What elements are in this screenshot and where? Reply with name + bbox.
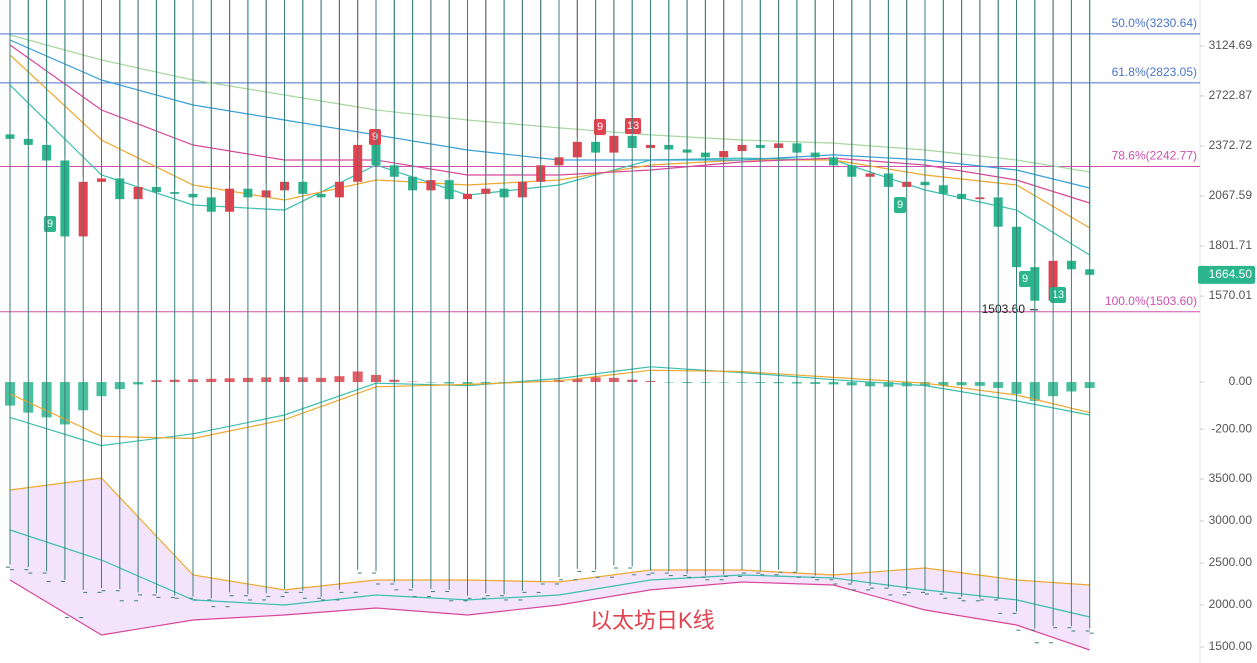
ma-line — [9, 84, 1091, 256]
fib-label: 61.8%(2823.05) — [1112, 65, 1197, 79]
td-marker-label: 9 — [372, 131, 378, 143]
td-marker — [369, 129, 381, 145]
y-tick-label: 1801.71 — [1209, 238, 1253, 252]
low-label: 1503.60 — [982, 302, 1026, 316]
y-tick-label: 2722.87 — [1209, 88, 1253, 102]
y-tick-label: 2500.00 — [1209, 555, 1253, 569]
fib-label: 50.0%(3230.64) — [1112, 16, 1197, 30]
td-marker — [1019, 271, 1031, 287]
y-tick-label: 2000.00 — [1209, 597, 1253, 611]
band-line — [9, 579, 1090, 651]
y-tick-label: 0.00 — [1229, 374, 1253, 388]
td-marker-label: 9 — [897, 199, 903, 211]
fib-label: 100.0%(1503.60) — [1105, 294, 1197, 308]
last-price-label: 1664.50 — [1209, 267, 1253, 281]
watermark: 以太坊日K线 — [590, 608, 715, 633]
td-marker — [894, 197, 906, 213]
band-fill — [10, 477, 1090, 651]
td-marker — [1050, 287, 1066, 303]
td-marker — [625, 118, 641, 134]
y-tick-label: 1570.01 — [1209, 288, 1253, 302]
y-tick-label: 1500.00 — [1209, 639, 1253, 653]
y-tick-label: 3000.00 — [1209, 513, 1253, 527]
y-tick-label: 2372.72 — [1209, 138, 1253, 152]
y-tick-label: 3500.00 — [1209, 471, 1253, 485]
ma-line — [9, 34, 1090, 173]
td-marker-label: 9 — [597, 121, 603, 133]
y-tick-label: 3124.69 — [1209, 38, 1253, 52]
last-price-tag — [1198, 265, 1255, 284]
td-marker-label: 13 — [1052, 289, 1064, 301]
td-marker — [594, 119, 606, 135]
td-marker-label: 13 — [627, 120, 639, 132]
td-marker-label: 9 — [1022, 273, 1028, 285]
ma-line — [9, 54, 1091, 229]
fib-label: 78.6%(2242.77) — [1112, 149, 1197, 163]
macd-line — [9, 366, 1090, 447]
y-tick-label: -200.00 — [1211, 421, 1252, 435]
ma-line — [9, 44, 1090, 204]
td-marker-label: 9 — [47, 218, 53, 230]
y-tick-label: 2067.59 — [1209, 188, 1253, 202]
